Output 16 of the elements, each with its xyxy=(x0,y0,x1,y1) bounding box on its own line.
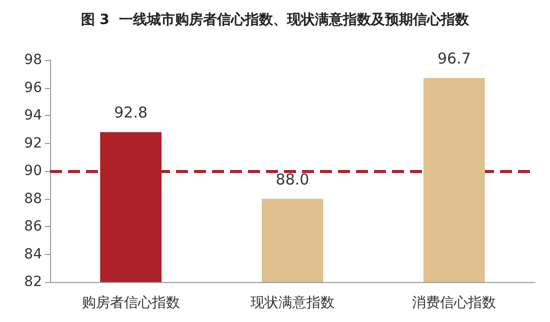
data-label: 96.7 xyxy=(437,50,471,68)
y-tick-label: 82 xyxy=(24,274,42,290)
y-tick-label: 92 xyxy=(24,135,42,152)
y-tick-label: 86 xyxy=(24,218,42,234)
y-tick-label: 88 xyxy=(24,190,42,207)
y-tick-label: 94 xyxy=(24,108,42,124)
y-tick-label: 98 xyxy=(24,52,42,68)
chart-title: 图 3 一线城市购房者信心指数、现状满意指数及预期信心指数 xyxy=(80,11,470,28)
y-tick-label: 84 xyxy=(24,246,42,262)
y-tick-label: 90 xyxy=(24,163,42,179)
data-label: 92.8 xyxy=(114,104,148,122)
data-label: 88.0 xyxy=(276,170,310,188)
x-tick-label: 购房者信心指数 xyxy=(82,295,180,311)
x-tick-label: 现状满意指数 xyxy=(250,295,334,311)
x-tick-label: 消费信心指数 xyxy=(412,295,496,311)
y-tick-label: 96 xyxy=(24,80,42,96)
